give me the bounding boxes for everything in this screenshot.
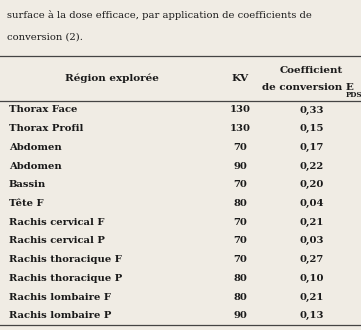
Text: Tête F: Tête F <box>9 199 44 208</box>
Text: 70: 70 <box>233 236 247 246</box>
Text: Région explorée: Région explorée <box>65 74 159 83</box>
Text: 70: 70 <box>233 255 247 264</box>
Text: Rachis thoracique P: Rachis thoracique P <box>9 274 122 283</box>
Text: Abdomen: Abdomen <box>9 143 62 152</box>
Text: KV: KV <box>231 74 249 83</box>
Text: Rachis lombaire F: Rachis lombaire F <box>9 292 111 302</box>
Text: 0,21: 0,21 <box>299 218 323 227</box>
Text: Thorax Profil: Thorax Profil <box>9 124 83 133</box>
Text: 0,17: 0,17 <box>299 143 323 152</box>
Text: 70: 70 <box>233 143 247 152</box>
Text: de conversion E: de conversion E <box>262 83 354 92</box>
Text: PDS: PDS <box>346 91 361 99</box>
Text: Bassin: Bassin <box>9 180 46 189</box>
Text: Rachis thoracique F: Rachis thoracique F <box>9 255 122 264</box>
Text: 80: 80 <box>233 199 247 208</box>
Text: Coefficient: Coefficient <box>280 66 343 75</box>
Text: 0,15: 0,15 <box>299 124 323 133</box>
Text: Rachis cervical P: Rachis cervical P <box>9 236 105 246</box>
Text: 90: 90 <box>233 162 247 171</box>
Text: 0,21: 0,21 <box>299 292 323 302</box>
Text: surface à la dose efficace, par application de coefficients de: surface à la dose efficace, par applicat… <box>7 10 312 20</box>
Text: 0,13: 0,13 <box>299 311 323 320</box>
Text: 70: 70 <box>233 180 247 189</box>
Text: 0,27: 0,27 <box>299 255 323 264</box>
Text: 80: 80 <box>233 274 247 283</box>
Text: 0,10: 0,10 <box>299 274 323 283</box>
Text: 0,20: 0,20 <box>299 180 323 189</box>
Text: Rachis cervical F: Rachis cervical F <box>9 218 105 227</box>
Text: Rachis lombaire P: Rachis lombaire P <box>9 311 112 320</box>
Text: 0,04: 0,04 <box>299 199 323 208</box>
Text: 80: 80 <box>233 292 247 302</box>
Text: Thorax Face: Thorax Face <box>9 106 77 115</box>
Text: 90: 90 <box>233 311 247 320</box>
Text: 130: 130 <box>230 106 251 115</box>
Text: Abdomen: Abdomen <box>9 162 62 171</box>
Text: 70: 70 <box>233 218 247 227</box>
Text: 0,33: 0,33 <box>299 106 323 115</box>
Text: 0,03: 0,03 <box>299 236 323 246</box>
Text: 0,22: 0,22 <box>299 162 323 171</box>
Text: conversion (2).: conversion (2). <box>7 33 83 42</box>
Text: 130: 130 <box>230 124 251 133</box>
